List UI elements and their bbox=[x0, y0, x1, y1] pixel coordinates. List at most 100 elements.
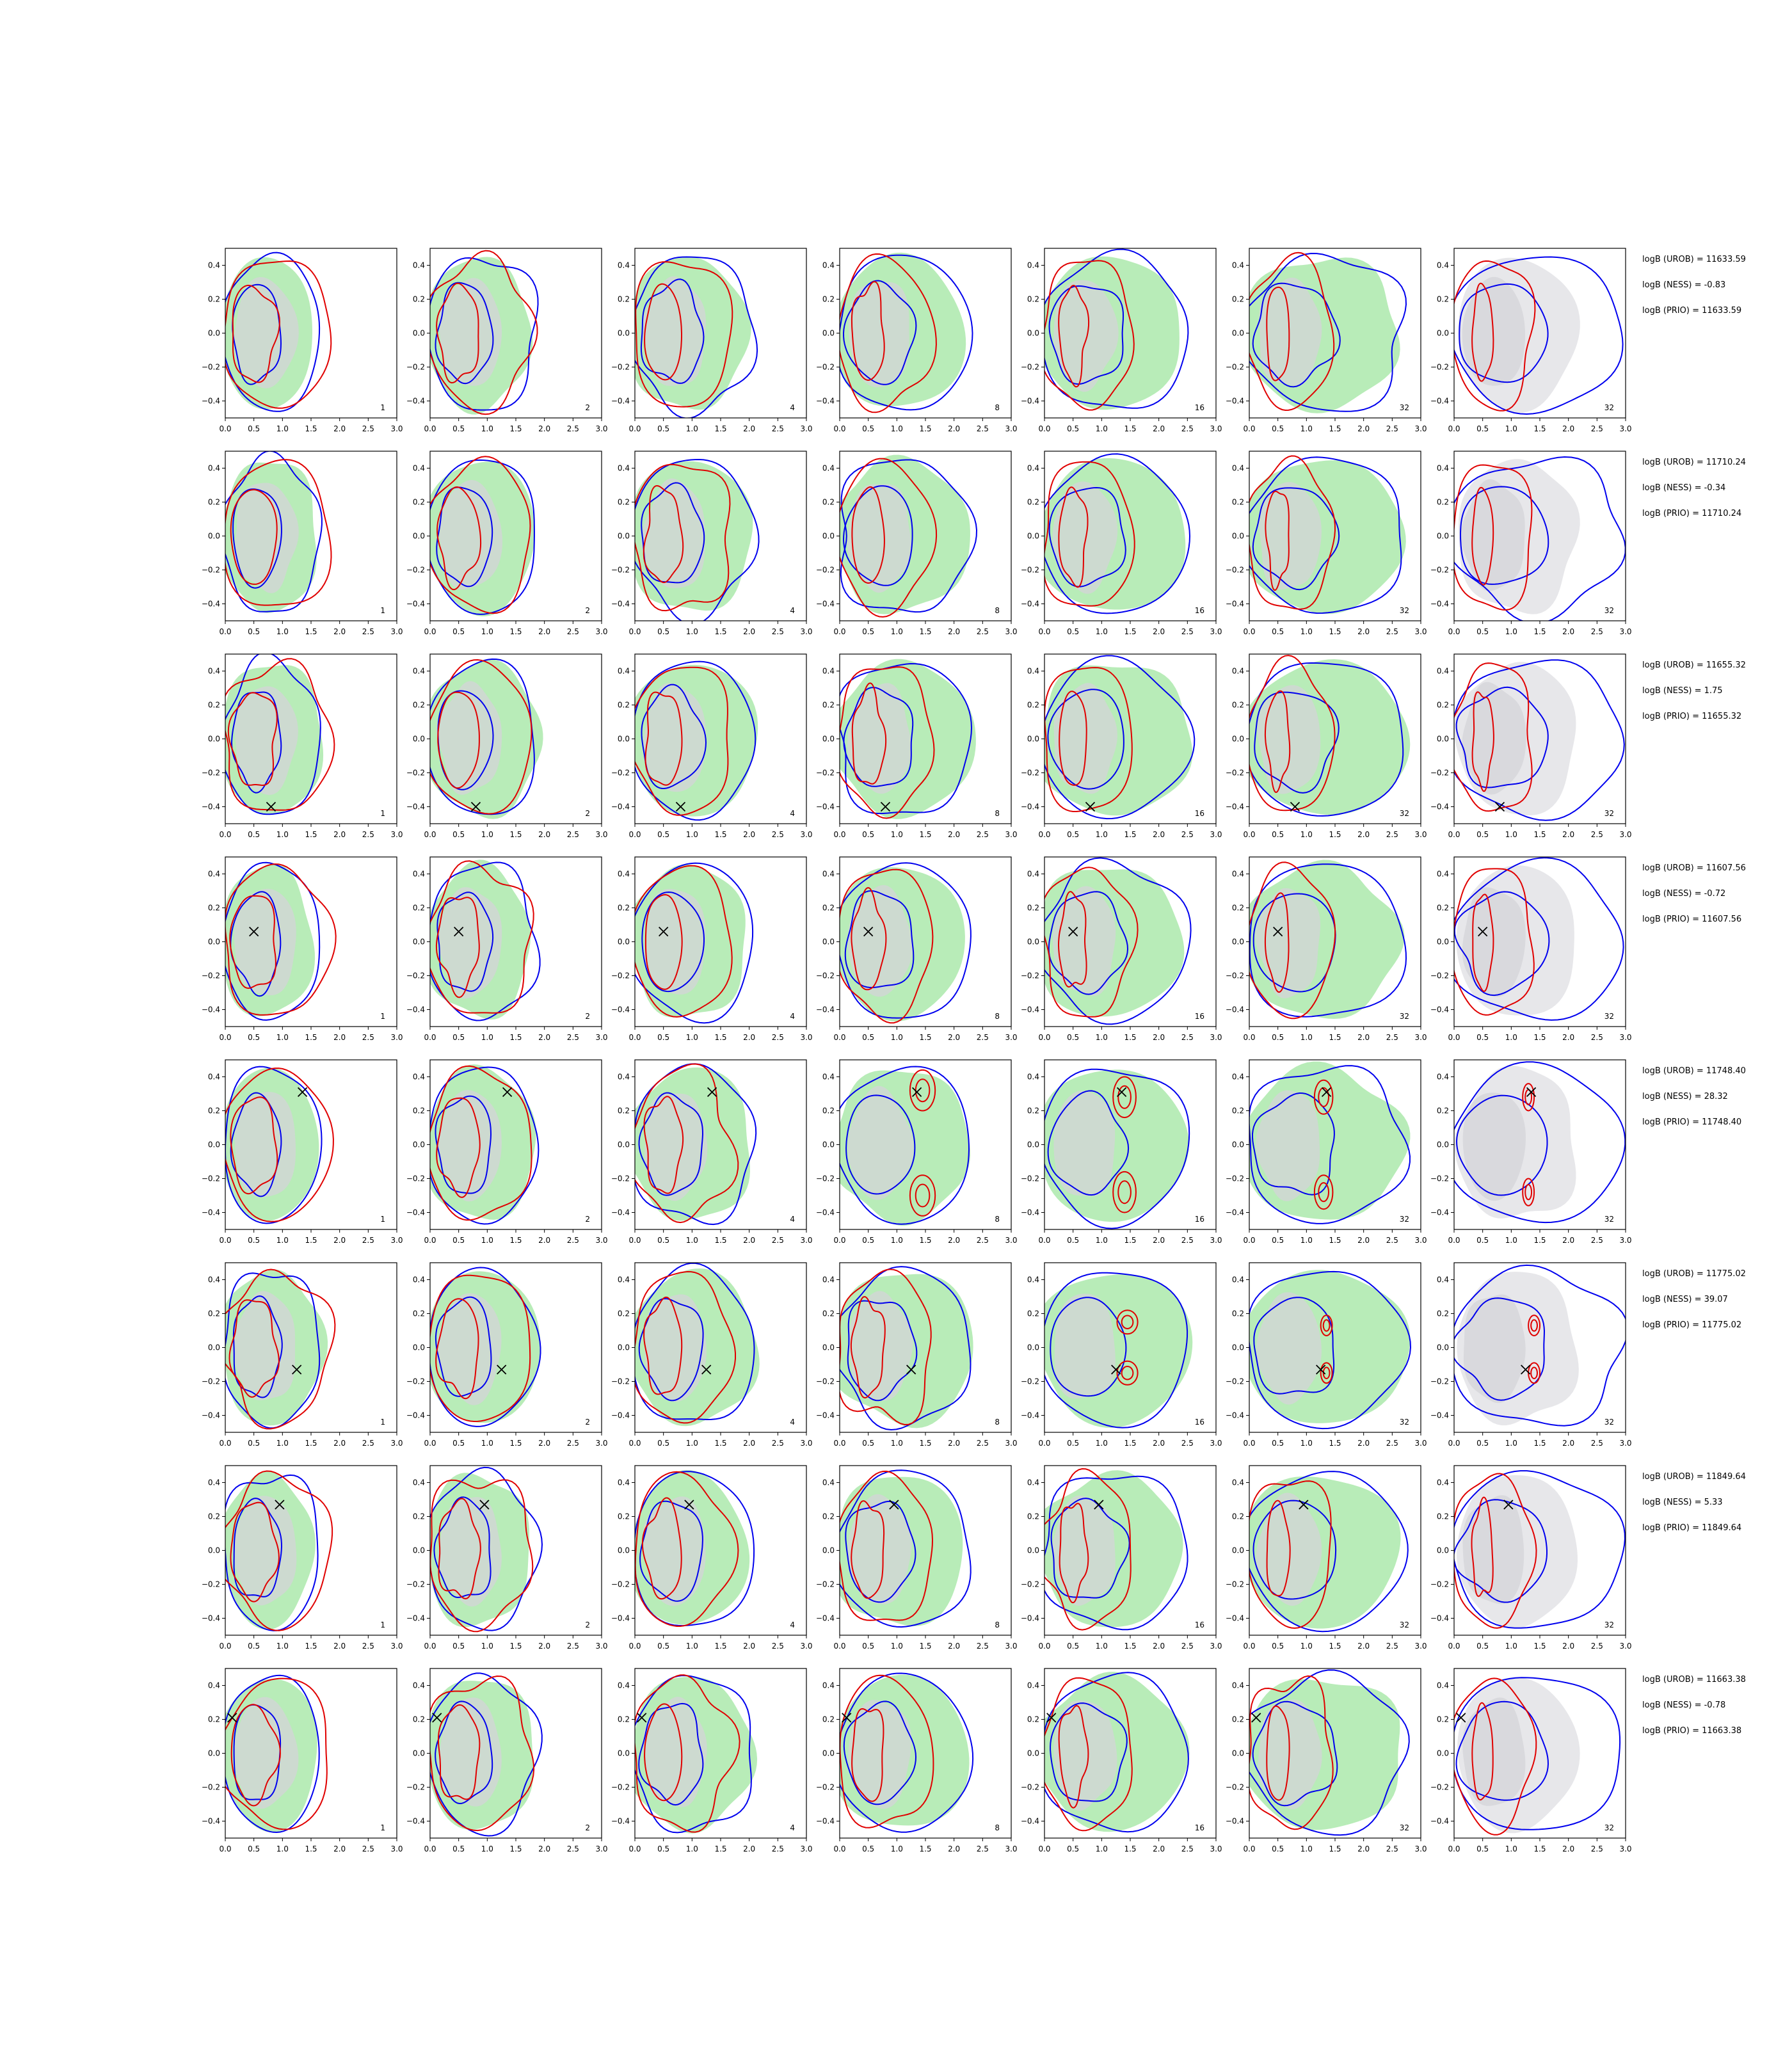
y-tick-label: −0.4 bbox=[406, 803, 425, 812]
x-tick-label: 1.5 bbox=[509, 1642, 522, 1651]
x-tick-label: 1.5 bbox=[1329, 424, 1341, 433]
x-tick-label: 1.5 bbox=[1533, 1033, 1546, 1042]
blue-contour-inner bbox=[845, 1094, 916, 1195]
x-tick-label: 2.0 bbox=[1357, 830, 1370, 839]
red-contour-outer bbox=[1249, 861, 1336, 1020]
plot-area bbox=[430, 860, 541, 1021]
y-tick-label: −0.4 bbox=[406, 1208, 425, 1217]
x-tick-label: 2.0 bbox=[333, 1033, 346, 1042]
y-tick-label: −0.4 bbox=[202, 397, 220, 406]
y-tick-label: −0.2 bbox=[816, 1174, 835, 1183]
x-tick-label: 2.0 bbox=[1357, 627, 1370, 636]
y-tick-label: 0.2 bbox=[413, 1309, 425, 1318]
y-tick-label: 0.0 bbox=[1437, 1749, 1449, 1758]
truth-marker bbox=[432, 1713, 442, 1723]
x-tick-label: 0.5 bbox=[657, 1033, 669, 1042]
y-tick-label: 0.4 bbox=[1232, 870, 1244, 879]
panel-r4-c1: 0.0 0.5 1.0 1.5 2.0 2.5 3.0 0.4 0.2 0.0 −0.2 −0.4 1 bbox=[202, 856, 403, 1042]
x-tick-label: 3.0 bbox=[1414, 424, 1427, 433]
y-tick-label: 0.0 bbox=[1027, 1546, 1039, 1555]
x-tick-label: 1.5 bbox=[714, 1033, 726, 1042]
gray-density-inner bbox=[1255, 1090, 1320, 1201]
blue-contour-inner bbox=[1048, 285, 1124, 385]
red-contour-mode-inner-1 bbox=[1318, 1087, 1329, 1107]
gray-density-inner bbox=[643, 683, 706, 792]
x-tick-label: 1.0 bbox=[891, 1439, 903, 1448]
x-tick-label: 0.0 bbox=[1448, 830, 1460, 839]
y-tick-label: 0.0 bbox=[1027, 329, 1039, 338]
x-tick-label: 1.5 bbox=[1533, 830, 1546, 839]
x-tick-label: 0.5 bbox=[657, 424, 669, 433]
red-contour-inner bbox=[230, 1096, 278, 1195]
x-tick-label: 1.5 bbox=[1329, 1642, 1341, 1651]
x-tick-label: 2.0 bbox=[1562, 830, 1574, 839]
red-contour-inner bbox=[1472, 893, 1494, 992]
logb-annotation: logB (UROB) = 11633.59 bbox=[1642, 255, 1746, 264]
red-contour-outer bbox=[840, 253, 937, 413]
y-tick-label: 0.0 bbox=[413, 1140, 425, 1149]
x-tick-label: 0.5 bbox=[1272, 627, 1284, 636]
x-tick-label: 3.0 bbox=[390, 830, 403, 839]
y-tick-label: 0.2 bbox=[1437, 1107, 1449, 1116]
blue-contour-outer bbox=[840, 459, 978, 613]
y-tick-label: 0.0 bbox=[1437, 1140, 1449, 1149]
x-tick-label: 0.0 bbox=[1448, 627, 1460, 636]
x-tick-label: 0.5 bbox=[248, 1033, 260, 1042]
truth-marker bbox=[684, 1500, 694, 1510]
truth-marker bbox=[842, 1713, 852, 1723]
x-tick-label: 1.0 bbox=[891, 830, 903, 839]
red-contour-outer bbox=[1249, 455, 1336, 610]
x-tick-label: 0.5 bbox=[452, 1844, 465, 1853]
y-tick-label: 0.4 bbox=[208, 1681, 220, 1690]
x-tick-label: 1.0 bbox=[1300, 830, 1313, 839]
red-contour-inner bbox=[1058, 486, 1089, 588]
panel-r2-c4: 0.0 0.5 1.0 1.5 2.0 2.5 3.0 0.4 0.2 0.0 −0.2 −0.4 8 bbox=[816, 451, 1018, 636]
blue-contour-outer bbox=[225, 1674, 320, 1834]
blue-contour-outer bbox=[635, 256, 758, 418]
x-tick-label: 0.0 bbox=[219, 1033, 231, 1042]
plot-area bbox=[1044, 1672, 1190, 1833]
red-contour-inner bbox=[1057, 891, 1087, 988]
y-tick-label: −0.4 bbox=[611, 397, 630, 406]
x-tick-label: 0.5 bbox=[1476, 424, 1489, 433]
panel-label: 8 bbox=[995, 1620, 1000, 1629]
truth-marker bbox=[292, 1364, 302, 1375]
y-tick-label: 0.2 bbox=[1437, 295, 1449, 304]
x-tick-label: 2.5 bbox=[772, 1236, 784, 1245]
blue-contour-inner bbox=[640, 278, 705, 384]
panel-r1-c4: 0.0 0.5 1.0 1.5 2.0 2.5 3.0 0.4 0.2 0.0 −0.2 −0.4 8 bbox=[816, 248, 1018, 433]
gray-density-inner bbox=[644, 888, 706, 995]
y-tick-label: 0.0 bbox=[1027, 1343, 1039, 1352]
red-contour-inner bbox=[644, 283, 682, 381]
y-tick-label: −0.2 bbox=[202, 1783, 220, 1792]
x-tick-label: 3.0 bbox=[595, 1439, 607, 1448]
panel-label: 4 bbox=[790, 403, 795, 412]
truth-marker bbox=[1046, 1713, 1057, 1723]
blue-contour-inner bbox=[842, 280, 917, 385]
x-tick-label: 1.0 bbox=[891, 424, 903, 433]
red-contour-mode-1 bbox=[909, 1069, 936, 1112]
x-tick-label: 2.0 bbox=[743, 627, 755, 636]
x-tick-label: 0.5 bbox=[1272, 1844, 1284, 1853]
red-contour-mode-inner-1 bbox=[1121, 1315, 1134, 1329]
plot-area bbox=[1249, 455, 1406, 614]
red-contour-inner bbox=[232, 284, 280, 383]
x-tick-label: 0.0 bbox=[1038, 1642, 1050, 1651]
panel-label: 4 bbox=[790, 1418, 795, 1427]
x-tick-label: 3.0 bbox=[1414, 1033, 1427, 1042]
y-tick-label: 0.4 bbox=[1232, 1681, 1244, 1690]
plot-area bbox=[840, 1266, 973, 1431]
gray-density-inner bbox=[1053, 1091, 1116, 1196]
panel-label: 32 bbox=[1604, 606, 1614, 615]
panel-r6-c1: 0.0 0.5 1.0 1.5 2.0 2.5 3.0 0.4 0.2 0.0 −0.2 −0.4 1 bbox=[202, 1262, 403, 1448]
x-tick-label: 2.0 bbox=[1562, 1642, 1574, 1651]
x-tick-label: 0.5 bbox=[1476, 1439, 1489, 1448]
blue-contour-inner bbox=[1047, 689, 1124, 790]
red-contour-outer bbox=[1249, 1675, 1334, 1830]
panel-label: 2 bbox=[585, 1012, 590, 1021]
x-tick-label: 2.5 bbox=[362, 1033, 374, 1042]
y-tick-label: 0.4 bbox=[822, 1681, 835, 1690]
y-tick-label: 0.0 bbox=[618, 938, 630, 947]
x-tick-label: 1.5 bbox=[1329, 1236, 1341, 1245]
